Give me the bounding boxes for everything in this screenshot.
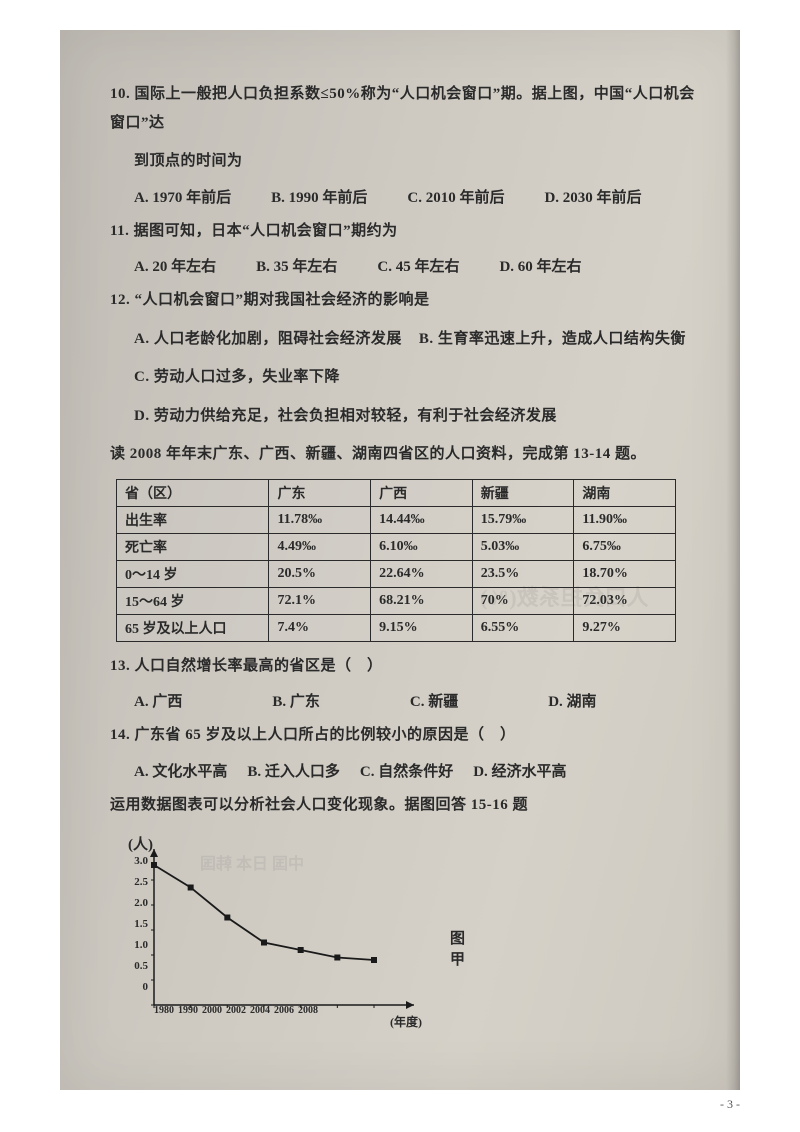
q13-opt-b: B. 广东	[272, 690, 320, 711]
table-header-row: 省（区） 广东 广西 新疆 湖南	[117, 479, 676, 506]
table-row: 出生率 11.78‰ 14.44‰ 15.79‰ 11.90‰	[117, 506, 676, 533]
q10-opt-d: D. 2030 年前后	[544, 186, 641, 207]
q11-opt-d: D. 60 年左右	[499, 255, 581, 276]
page-number: - 3 -	[720, 1097, 740, 1112]
q10-opt-a: A. 1970 年前后	[134, 186, 231, 207]
chart-xticks: 1980 1990 2000 2002 2004 2006 2008	[154, 1005, 318, 1016]
chart-caption: 图甲	[450, 927, 465, 969]
q14-options: A. 文化水平高 B. 迁入人口多 C. 自然条件好 D. 经济水平高	[134, 760, 700, 781]
q11-opt-a: A. 20 年左右	[134, 255, 216, 276]
q11-opt-b: B. 35 年左右	[256, 255, 337, 276]
q11-options: A. 20 年左右 B. 35 年左右 C. 45 年左右 D. 60 年左右	[134, 255, 700, 276]
q14-opt-b: B. 迁入人口多	[247, 760, 340, 781]
q14-opt-c: C. 自然条件好	[360, 760, 453, 781]
q14-opt-a: A. 文化水平高	[134, 760, 227, 781]
q13-opt-c: C. 新疆	[410, 690, 458, 711]
th-gx: 广西	[371, 479, 473, 506]
q10-text: 10. 国际上一般把人口负担系数≤50%称为“人口机会窗口”期。据上图，中国“人…	[110, 80, 700, 137]
q11-text: 11. 据图可知，日本“人口机会窗口”期约为	[110, 217, 700, 246]
chart-svg	[120, 847, 420, 1017]
q12-opt-a: A. 人口老龄化加剧，阻碍社会经济发展	[134, 331, 402, 347]
th-hn: 湖南	[574, 479, 676, 506]
q12-opt-c: C. 劳动人口过多，失业率下降	[134, 363, 700, 392]
intro-15-16: 运用数据图表可以分析社会人口变化现象。据图回答 15-16 题	[110, 791, 700, 820]
q13-options: A. 广西 B. 广东 C. 新疆 D. 湖南	[134, 690, 700, 711]
table-row: 死亡率 4.49‰ 6.10‰ 5.03‰ 6.75‰	[117, 533, 676, 560]
exam-page: 人口负担系数(%) 中国 日本 韩国 10. 国际上一般把人口负担系数≤50%称…	[60, 30, 740, 1090]
q12-opt-b: B. 生育率迅速上升，造成人口结构失衡	[419, 331, 686, 347]
q13-opt-d: D. 湖南	[548, 690, 596, 711]
q11-opt-c: C. 45 年左右	[377, 255, 459, 276]
q10-opt-c: C. 2010 年前后	[407, 186, 504, 207]
q12-opt-d: D. 劳动力供给充足，社会负担相对较轻，有利于社会经济发展	[134, 402, 700, 431]
q12-text: 12. “人口机会窗口”期对我国社会经济的影响是	[110, 286, 700, 315]
q10-options: A. 1970 年前后 B. 1990 年前后 C. 2010 年前后 D. 2…	[134, 186, 700, 207]
chart-jia: (人) 3.0 2.5 2.0 1.5 1.0 0.5 0 1980 1990 …	[120, 837, 440, 1037]
table-row: 15～64 岁 72.1% 68.21% 70% 72.03%	[117, 587, 676, 614]
q10-opt-b: B. 1990 年前后	[271, 186, 367, 207]
population-table: 省（区） 广东 广西 新疆 湖南 出生率 11.78‰ 14.44‰ 15.79…	[116, 479, 676, 642]
th-gd: 广东	[269, 479, 371, 506]
q13-opt-a: A. 广西	[134, 690, 182, 711]
q12-opt-row1: A. 人口老龄化加剧，阻碍社会经济发展 B. 生育率迅速上升，造成人口结构失衡	[134, 325, 700, 354]
th-province: 省（区）	[117, 479, 269, 506]
q10-text2: 到顶点的时间为	[134, 147, 700, 176]
q14-text: 14. 广东省 65 岁及以上人口所占的比例较小的原因是（ ）	[110, 721, 700, 750]
th-xj: 新疆	[472, 479, 574, 506]
q13-text: 13. 人口自然增长率最高的省区是（ ）	[110, 652, 700, 681]
chart-xcaption: (年度)	[390, 1013, 422, 1030]
table-row: 0～14 岁 20.5% 22.64% 23.5% 18.70%	[117, 560, 676, 587]
table-row: 65 岁及以上人口 7.4% 9.15% 6.55% 9.27%	[117, 614, 676, 641]
q14-opt-d: D. 经济水平高	[473, 760, 566, 781]
intro-13-14: 读 2008 年年末广东、广西、新疆、湖南四省区的人口资料，完成第 13-14 …	[110, 440, 700, 469]
